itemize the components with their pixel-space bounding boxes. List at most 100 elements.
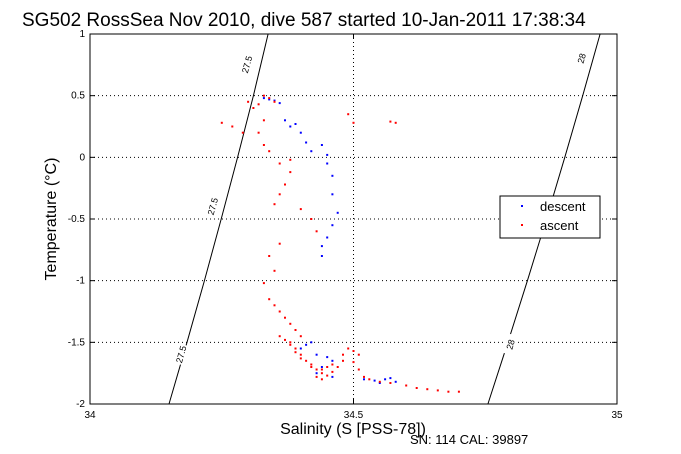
contour-line-27-5 <box>168 33 269 405</box>
ascent-point <box>284 183 286 186</box>
ascent-point <box>262 144 265 146</box>
ascent-point <box>262 94 265 97</box>
contour-label: 28 <box>504 338 516 350</box>
descent-point <box>326 153 329 156</box>
descent-point <box>305 343 308 346</box>
ascent-point <box>415 387 418 389</box>
descent-point <box>315 372 318 375</box>
calibration-footer: SN: 114 CAL: 39897 <box>410 432 528 447</box>
descent-point <box>373 379 376 382</box>
ascent-point <box>331 363 334 366</box>
ascent-point <box>299 353 302 356</box>
ascent-point <box>315 368 318 371</box>
ascent-point <box>394 121 397 124</box>
ascent-point <box>289 341 292 344</box>
x-tick-label: 34.5 <box>344 410 364 421</box>
ascent-point <box>299 357 302 360</box>
ascent-point <box>352 121 355 124</box>
y-tick-label: -0.5 <box>68 214 86 225</box>
descent-point <box>315 353 318 356</box>
descent-point <box>299 347 302 350</box>
legend-marker-ascent <box>521 224 523 226</box>
ascent-point <box>310 366 313 368</box>
axis-ticks: 34 34.5 35 1 0.5 0 -0.5 -1 -1.5 -2 <box>68 29 623 421</box>
y-tick-label: -1 <box>76 276 85 287</box>
ascent-point <box>320 378 323 381</box>
ascent-point <box>352 350 355 352</box>
ascent-point <box>368 378 371 381</box>
y-tick-label: -1.5 <box>68 337 86 348</box>
ascent-point <box>257 131 260 134</box>
legend-box <box>499 195 601 239</box>
ascent-point <box>436 389 439 392</box>
ascent-point <box>352 361 355 364</box>
contour-label: 27.5 <box>174 345 188 365</box>
ascent-point <box>347 347 350 350</box>
descent-point <box>320 245 323 248</box>
ascent-point <box>257 103 260 106</box>
ascent-point <box>315 230 318 233</box>
descent-point <box>331 359 334 362</box>
y-tick-label: -2 <box>76 399 85 410</box>
ascent-point <box>289 158 292 161</box>
x-tick-label: 34 <box>84 410 96 421</box>
ascent-point <box>299 335 302 338</box>
ascent-point <box>278 335 281 338</box>
ascent-point <box>241 131 244 134</box>
descent-point <box>278 102 281 105</box>
descent-point <box>331 375 334 378</box>
ascent-point <box>389 382 392 384</box>
descent-point <box>262 97 265 100</box>
ascent-point <box>284 338 286 341</box>
contour-label: 28 <box>576 52 588 64</box>
ascent-point <box>284 316 286 319</box>
descent-point <box>320 366 323 368</box>
ascent-point <box>426 388 429 391</box>
ascent-point <box>357 353 360 356</box>
ascent-point <box>247 100 250 103</box>
x-axis-label: Salinity (S [PSS-78]) <box>280 421 426 438</box>
contour-label: 27.5 <box>206 197 220 217</box>
descent-point <box>284 119 286 122</box>
ascent-point <box>315 375 318 378</box>
descent-point <box>320 144 323 146</box>
ascent-point <box>310 363 313 366</box>
ascent-point <box>299 208 302 211</box>
ascent-point <box>342 353 344 356</box>
ascent-point <box>289 343 292 346</box>
descent-point <box>326 162 329 165</box>
ascent-point <box>273 304 276 307</box>
ascent-point <box>268 255 271 257</box>
ascent-point <box>326 374 329 377</box>
x-tick-label: 35 <box>611 410 623 421</box>
legend-label-descent: descent <box>540 199 586 214</box>
descent-point <box>268 98 271 101</box>
descent-point <box>294 123 297 125</box>
ascent-point <box>273 203 276 206</box>
descent-point <box>289 125 292 128</box>
ascent-point <box>405 384 408 387</box>
ascent-point <box>289 322 292 325</box>
ascent-point <box>363 375 365 378</box>
ascent-point <box>278 162 281 165</box>
ascent-point <box>294 351 297 354</box>
ascent-point <box>378 380 381 383</box>
descent-point <box>384 378 387 381</box>
descent-point <box>326 356 329 359</box>
y-tick-label: 0.5 <box>71 91 85 102</box>
descent-point <box>331 224 334 227</box>
ascent-point <box>389 120 392 123</box>
legend: descent ascent <box>499 195 601 239</box>
ascent-point <box>262 282 265 285</box>
ascent-point <box>294 329 297 331</box>
descent-point <box>299 131 302 134</box>
ascent-point <box>326 366 329 368</box>
ascent-point <box>320 368 323 371</box>
legend-label-ascent: ascent <box>540 218 579 233</box>
descent-point <box>378 382 381 384</box>
ascent-point <box>231 125 234 128</box>
descent-point <box>326 236 329 239</box>
data-points <box>220 94 460 393</box>
ascent-point <box>294 347 297 350</box>
